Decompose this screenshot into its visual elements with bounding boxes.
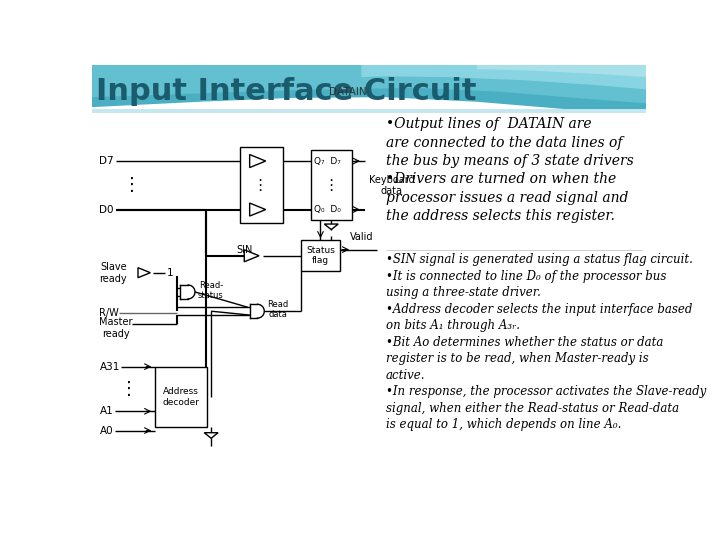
- Bar: [311, 150, 352, 220]
- Polygon shape: [477, 65, 647, 77]
- Text: DATAIN: DATAIN: [329, 87, 366, 97]
- Bar: [301, 240, 340, 271]
- Text: A1: A1: [99, 406, 113, 416]
- Text: Valid: Valid: [350, 232, 373, 242]
- Text: D0: D0: [99, 205, 114, 214]
- Text: ⋮: ⋮: [123, 176, 141, 194]
- Polygon shape: [204, 433, 218, 438]
- Text: Q₀  D₀: Q₀ D₀: [314, 205, 341, 214]
- Polygon shape: [244, 250, 259, 262]
- Bar: [155, 367, 207, 427]
- Polygon shape: [92, 65, 647, 103]
- Text: ⋮: ⋮: [252, 178, 267, 193]
- Text: •Output lines of  DATAIN are
are connected to the data lines of
the bus by means: •Output lines of DATAIN are are connecte…: [386, 117, 634, 223]
- Polygon shape: [250, 154, 266, 167]
- Text: Read-
status: Read- status: [198, 281, 224, 300]
- Text: D7: D7: [99, 156, 114, 166]
- Polygon shape: [92, 65, 647, 115]
- Text: Input Interface Circuit: Input Interface Circuit: [96, 77, 477, 106]
- Text: Keyboard
data: Keyboard data: [369, 174, 415, 196]
- Text: Status
flag: Status flag: [306, 246, 335, 266]
- Polygon shape: [180, 285, 195, 299]
- Bar: [92, 110, 647, 112]
- Polygon shape: [250, 203, 266, 216]
- Text: •SIN signal is generated using a status flag circuit.
•It is connected to line D: •SIN signal is generated using a status …: [386, 253, 706, 431]
- Polygon shape: [361, 65, 647, 90]
- Polygon shape: [138, 268, 150, 278]
- Text: Read
data: Read data: [267, 300, 289, 319]
- Text: Q₇  D₇: Q₇ D₇: [314, 157, 341, 166]
- Text: ⋮: ⋮: [324, 178, 339, 193]
- Text: Address
decoder: Address decoder: [163, 387, 199, 407]
- Text: R/W: R/W: [99, 308, 120, 318]
- Text: A0: A0: [99, 426, 113, 436]
- Polygon shape: [324, 224, 338, 230]
- Bar: [240, 147, 283, 224]
- Text: ⋮: ⋮: [120, 380, 138, 398]
- Polygon shape: [250, 304, 264, 318]
- Bar: [92, 111, 647, 481]
- Text: Slave
ready: Slave ready: [99, 262, 127, 284]
- Text: Master
ready: Master ready: [99, 318, 133, 339]
- Text: SIN: SIN: [237, 245, 253, 255]
- Text: A31: A31: [99, 362, 120, 372]
- Text: 1: 1: [166, 268, 173, 278]
